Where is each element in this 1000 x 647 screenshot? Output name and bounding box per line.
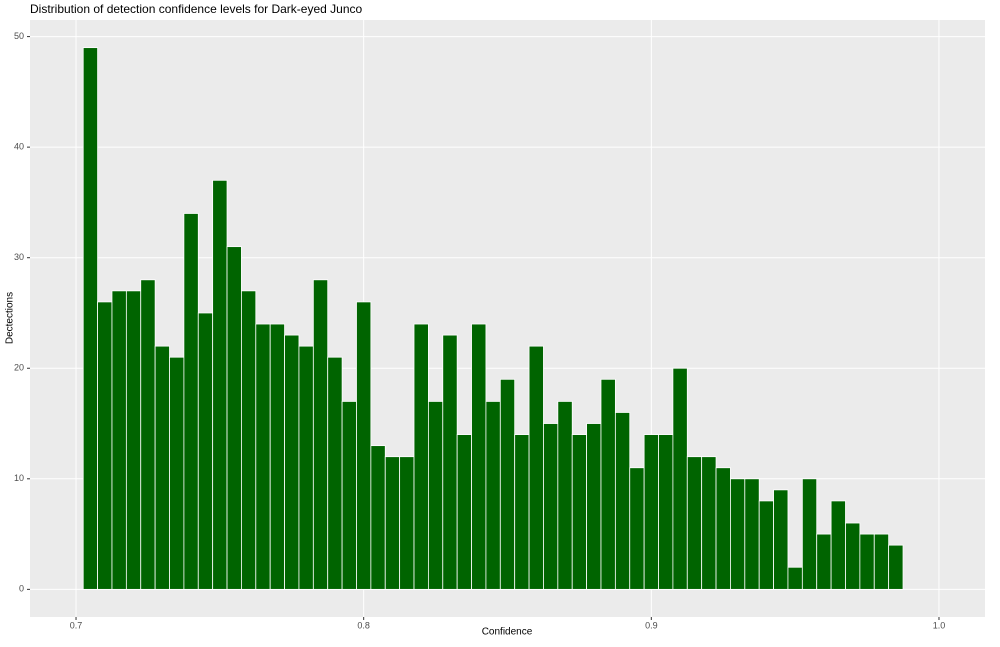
bar xyxy=(284,334,300,590)
bar xyxy=(125,290,142,590)
bar xyxy=(499,378,516,590)
bar xyxy=(715,467,731,590)
bar xyxy=(197,312,214,590)
bar xyxy=(111,290,127,590)
bar xyxy=(528,345,544,590)
x-tick-label: 0.9 xyxy=(645,620,658,630)
bar xyxy=(758,500,774,590)
x-tick-label: 0.8 xyxy=(357,620,370,630)
bar xyxy=(873,533,890,590)
bar xyxy=(773,489,789,590)
bar xyxy=(427,401,444,590)
bar xyxy=(672,367,688,590)
bar xyxy=(643,434,659,590)
bar xyxy=(557,401,573,590)
chart-title: Distribution of detection confidence lev… xyxy=(30,2,363,16)
bar xyxy=(830,500,846,590)
bar xyxy=(586,423,602,590)
x-tick-label: 1.0 xyxy=(933,620,946,630)
bar xyxy=(701,456,717,590)
bar xyxy=(370,445,386,590)
bar xyxy=(845,522,861,590)
bar xyxy=(241,290,257,590)
bar xyxy=(212,179,228,590)
bar xyxy=(686,456,703,590)
y-axis-label: Dectections xyxy=(5,292,16,344)
x-tick-label: 0.7 xyxy=(70,620,83,630)
bar xyxy=(658,434,674,590)
bar xyxy=(255,323,271,590)
bar xyxy=(787,566,803,590)
bar xyxy=(614,412,631,590)
bar xyxy=(327,356,343,590)
y-tick-label: 10 xyxy=(14,473,24,483)
bar xyxy=(298,345,314,590)
bar xyxy=(356,301,372,590)
bar xyxy=(140,279,156,590)
bar xyxy=(312,279,329,590)
bar xyxy=(82,47,98,590)
bar xyxy=(269,323,285,590)
bar xyxy=(183,213,199,590)
y-tick-label: 40 xyxy=(14,142,24,152)
bar xyxy=(730,478,746,590)
y-tick-label: 30 xyxy=(14,252,24,262)
bar xyxy=(571,434,588,590)
y-tick-label: 20 xyxy=(14,363,24,373)
bar xyxy=(629,467,645,590)
bar xyxy=(600,378,616,590)
bar xyxy=(456,434,472,590)
bar xyxy=(471,323,487,590)
bar xyxy=(801,478,818,590)
bar xyxy=(169,356,185,590)
bar xyxy=(226,246,242,590)
bar xyxy=(859,533,875,590)
bar xyxy=(384,456,401,590)
bar xyxy=(341,401,357,590)
bar xyxy=(399,456,415,590)
bar xyxy=(154,345,170,590)
y-tick-label: 0 xyxy=(19,584,24,594)
bar xyxy=(485,401,501,590)
bar xyxy=(442,334,458,590)
x-axis-label: Confidence xyxy=(482,627,533,638)
y-tick-label: 50 xyxy=(14,31,24,41)
bar xyxy=(816,533,832,590)
bar xyxy=(97,301,113,590)
bar xyxy=(514,434,530,590)
bar xyxy=(744,478,760,590)
bar xyxy=(543,423,559,590)
bar xyxy=(413,323,429,590)
bar xyxy=(888,544,904,590)
